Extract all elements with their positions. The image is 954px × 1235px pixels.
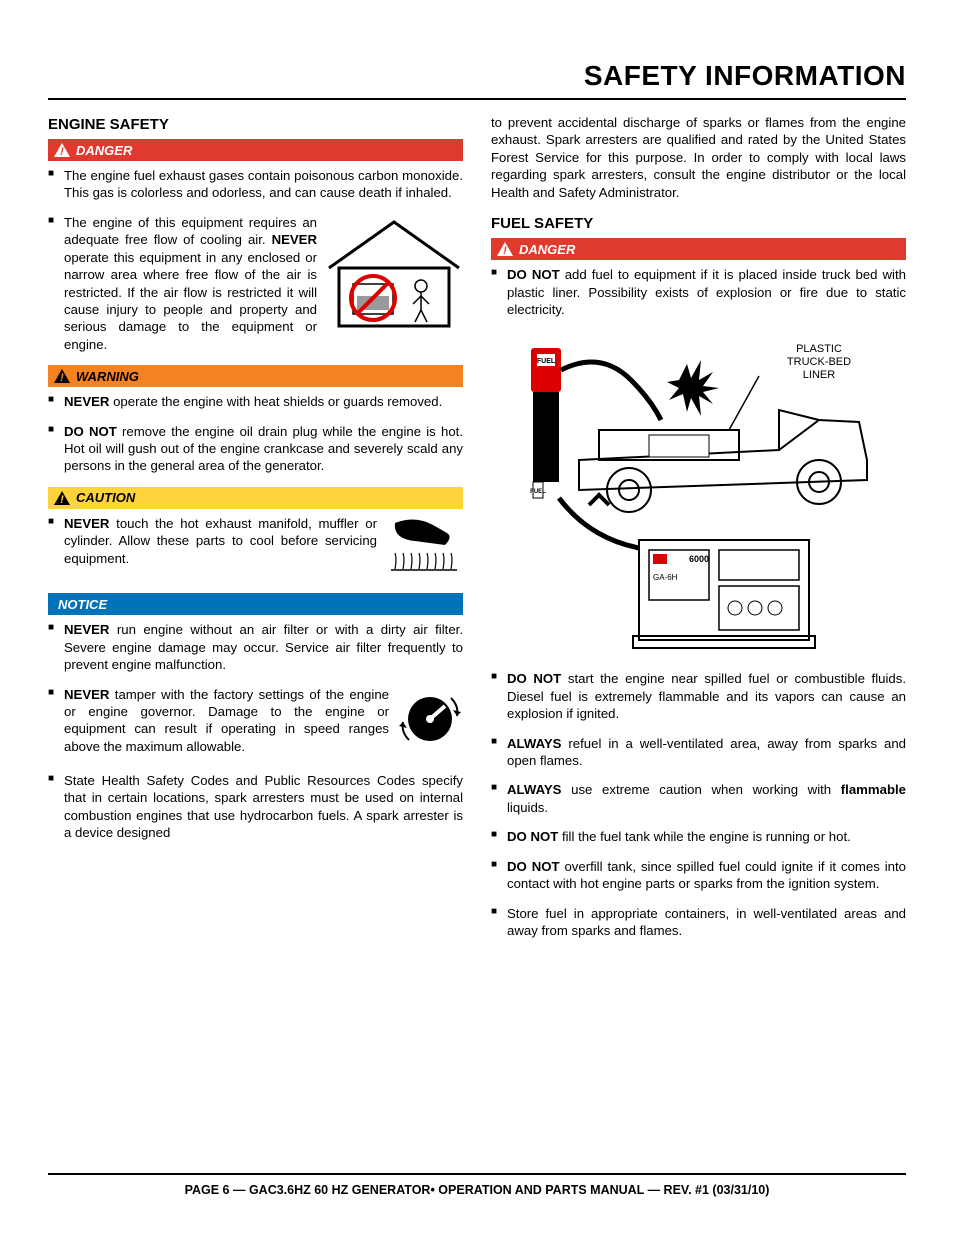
list-item: ALWAYS refuel in a well-ventilated area,… [491,735,906,770]
bold-text: ALWAYS [507,782,561,797]
bold-text: DO NOT [507,829,558,844]
caution-bar: ! CAUTION [48,487,463,509]
list-item: State Health Safety Codes and Public Res… [48,772,463,842]
engine-danger-list: The engine fuel exhaust gases contain po… [48,167,463,353]
figure-item: FUEL FUEL PLASTIC TRUCK-BED LINER [491,330,906,660]
notice-bar: NOTICE [48,593,463,615]
list-item: DO NOT remove the engine oil drain plug … [48,423,463,475]
list-item: DO NOT add fuel to equipment if it is pl… [491,266,906,318]
svg-text:!: ! [60,146,64,157]
svg-text:!: ! [60,494,64,505]
fuel-safety-heading: FUEL SAFETY [491,215,906,232]
notice-label: NOTICE [58,597,107,612]
bold-text: DO NOT [507,859,560,874]
engine-warning-list: NEVER operate the engine with heat shiel… [48,393,463,475]
title-rule [48,98,906,100]
list-item: The engine of this equipment requires an… [48,214,463,353]
list-item: DO NOT fill the fuel tank while the engi… [491,828,906,845]
danger-bar: ! DANGER [48,139,463,161]
list-item: The engine fuel exhaust gases contain po… [48,167,463,202]
danger-label: DANGER [519,242,575,257]
alert-icon: ! [54,143,70,157]
footer-text: PAGE 6 — GAC3.6HZ 60 HZ GENERATOR• OPERA… [48,1183,906,1197]
caution-label: CAUTION [76,490,135,505]
truck-bed-figure: FUEL FUEL PLASTIC TRUCK-BED LINER [491,330,906,660]
list-item: NEVER run engine without an air filter o… [48,621,463,673]
alert-icon: ! [54,369,70,383]
list-item: DO NOT start the engine near spilled fue… [491,670,906,722]
warning-bar: ! WARNING [48,365,463,387]
list-item: NEVER operate the engine with heat shiel… [48,393,463,410]
svg-text:!: ! [503,245,507,256]
content-columns: ENGINE SAFETY ! DANGER The engine fuel e… [48,114,906,951]
bold-text: DO NOT [507,267,560,282]
bold-text: NEVER [272,232,317,247]
svg-text:FUEL: FUEL [536,358,555,365]
svg-text:GA-6H: GA-6H [653,573,678,582]
truck-label-1: PLASTIC [796,343,842,355]
bold-text: ALWAYS [507,736,561,751]
bold-text: NEVER [64,516,109,531]
svg-text:FUEL: FUEL [530,489,546,495]
alert-icon: ! [497,242,513,256]
danger-bar: ! DANGER [491,238,906,260]
enclosed-area-figure [325,214,463,336]
engine-safety-heading: ENGINE SAFETY [48,116,463,133]
engine-notice-list: NEVER run engine without an air filter o… [48,621,463,841]
danger-label: DANGER [76,143,132,158]
hot-surface-figure [385,515,463,577]
alert-icon: ! [54,491,70,505]
bold-text: DO NOT [507,671,561,686]
warning-label: WARNING [76,369,139,384]
truck-label-3: LINER [802,369,834,381]
bold-text: DO NOT [64,424,117,439]
bold-text: NEVER [64,394,109,409]
footer-rule [48,1173,906,1175]
bold-text: flammable [841,782,906,797]
bold-text: NEVER [64,687,109,702]
fuel-danger-list: DO NOT add fuel to equipment if it is pl… [491,266,906,939]
page-title: SAFETY INFORMATION [48,60,906,92]
left-column: ENGINE SAFETY ! DANGER The engine fuel e… [48,114,463,951]
list-item: NEVER touch the hot exhaust manifold, mu… [48,515,463,581]
right-column: to prevent accidental discharge of spark… [491,114,906,951]
svg-text:!: ! [60,372,64,383]
governor-dial-figure [397,686,463,756]
list-item: DO NOT overfill tank, since spilled fuel… [491,858,906,893]
list-item: ALWAYS use extreme caution when working … [491,781,906,816]
svg-text:6000: 6000 [689,554,709,564]
truck-label-2: TRUCK-BED [786,356,850,368]
engine-caution-list: NEVER touch the hot exhaust manifold, mu… [48,515,463,581]
bold-text: NEVER [64,622,109,637]
list-item: Store fuel in appropriate containers, in… [491,905,906,940]
spark-arrester-continuation: to prevent accidental discharge of spark… [491,114,906,201]
list-item: NEVER tamper with the factory settings o… [48,686,463,760]
